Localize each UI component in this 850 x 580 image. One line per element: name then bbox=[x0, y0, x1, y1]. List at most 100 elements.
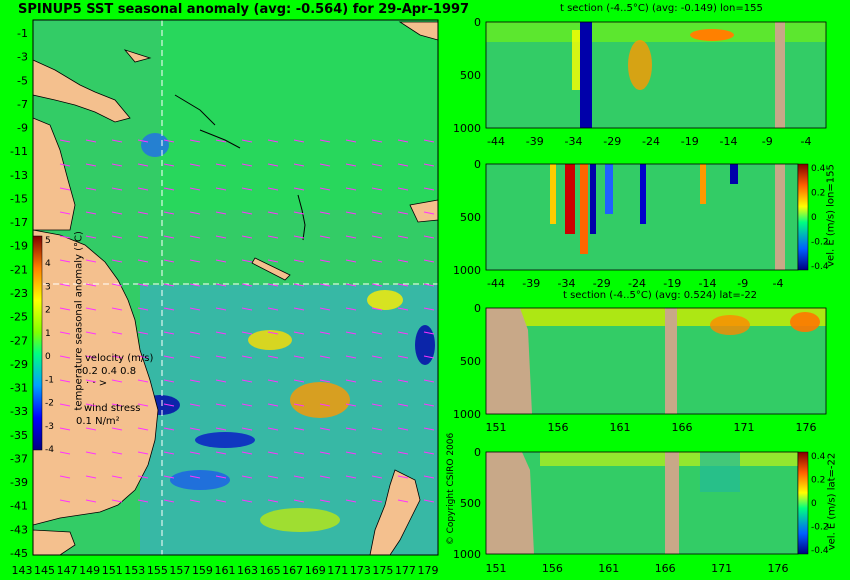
wind-arrow bbox=[137, 139, 149, 143]
lat-tick-label: -7 bbox=[17, 98, 28, 111]
wind-arrow bbox=[111, 451, 123, 455]
wind-arrow bbox=[241, 331, 253, 335]
wind-arrow bbox=[293, 139, 305, 143]
colorbar-tick-label: 1 bbox=[45, 329, 51, 339]
main-title: SPINUP5 SST seasonal anomaly (avg: -0.56… bbox=[18, 2, 470, 17]
wind-arrow bbox=[423, 187, 435, 191]
wind-arrow bbox=[163, 307, 175, 311]
cape-york-land bbox=[32, 117, 76, 231]
wind-arrow bbox=[111, 403, 123, 407]
wind-arrow bbox=[111, 139, 123, 143]
wind-arrow bbox=[137, 163, 149, 167]
wind-arrow bbox=[423, 499, 435, 503]
lat-tick-label: -41 bbox=[10, 500, 28, 513]
wind-arrow bbox=[397, 307, 409, 311]
wind-arrow bbox=[345, 259, 357, 263]
colorbar-tick-label: 5 bbox=[45, 236, 51, 246]
wind-arrow bbox=[397, 403, 409, 407]
new-guinea-land bbox=[32, 59, 131, 123]
lat-tick-label: -43 bbox=[10, 523, 28, 536]
wind-arrow bbox=[111, 331, 123, 335]
wind-arrow bbox=[189, 211, 201, 215]
longitude-axis: 143 145 147 149 151 153 155 157 159 161 163 165 167 1… bbox=[12, 564, 439, 577]
panel1-title: t section (-4..5°C) (avg: -0.149) lon=15… bbox=[560, 3, 763, 14]
wind-arrow bbox=[423, 451, 435, 455]
solomon-islands bbox=[174, 94, 241, 149]
wind-arrow bbox=[215, 403, 227, 407]
wind-arrow bbox=[423, 163, 435, 167]
wind-arrow bbox=[423, 379, 435, 383]
lat-tick-label: -45 bbox=[10, 547, 28, 560]
wind-arrow bbox=[59, 187, 71, 191]
wind-arrow bbox=[189, 187, 201, 191]
wind-arrow bbox=[137, 235, 149, 239]
wind-arrow bbox=[189, 163, 201, 167]
wind-arrow bbox=[59, 475, 71, 479]
wind-arrow bbox=[163, 235, 175, 239]
wind-arrow bbox=[345, 403, 357, 407]
wind-arrow bbox=[371, 307, 383, 311]
wind-arrow bbox=[137, 427, 149, 431]
wind-arrow bbox=[111, 499, 123, 503]
wind-arrow bbox=[241, 355, 253, 359]
wind-arrow bbox=[267, 283, 279, 287]
wind-arrow bbox=[267, 331, 279, 335]
wind-arrow bbox=[371, 499, 383, 503]
cold-anomaly-2 bbox=[195, 432, 255, 448]
wind-arrow bbox=[371, 187, 383, 191]
wind-arrow bbox=[423, 139, 435, 143]
wind-arrow bbox=[111, 355, 123, 359]
wind-arrow bbox=[397, 259, 409, 263]
lat-tick-label: -31 bbox=[10, 382, 28, 395]
lat-tick-label: -23 bbox=[10, 287, 28, 300]
wind-arrow bbox=[345, 187, 357, 191]
wind-arrow bbox=[293, 403, 305, 407]
colorbar-tick-label: -4 bbox=[45, 445, 54, 455]
wind-arrow bbox=[111, 211, 123, 215]
wind-arrow bbox=[397, 475, 409, 479]
wind-arrow bbox=[241, 259, 253, 263]
wind-arrow bbox=[345, 427, 357, 431]
wind-arrow bbox=[267, 163, 279, 167]
wind-arrow bbox=[397, 499, 409, 503]
wind-arrow bbox=[345, 451, 357, 455]
lon-tick-label: 159 bbox=[192, 564, 213, 577]
wind-arrow bbox=[137, 403, 149, 407]
wind-stress-value: 0.1 N/m² bbox=[76, 416, 120, 427]
wind-arrow bbox=[371, 427, 383, 431]
wind-arrow bbox=[241, 379, 253, 383]
wind-arrow bbox=[137, 355, 149, 359]
wind-arrow bbox=[345, 331, 357, 335]
wind-arrow bbox=[189, 235, 201, 239]
wind-arrow bbox=[241, 427, 253, 431]
wind-arrow bbox=[215, 235, 227, 239]
wind-arrow bbox=[241, 211, 253, 215]
lon-tick-label: 167 bbox=[282, 564, 303, 577]
wind-arrow bbox=[241, 187, 253, 191]
wind-arrow bbox=[345, 235, 357, 239]
wind-arrow bbox=[267, 211, 279, 215]
wind-arrow bbox=[163, 211, 175, 215]
wind-arrow bbox=[293, 283, 305, 287]
wind-arrow bbox=[345, 355, 357, 359]
wind-arrow bbox=[111, 163, 123, 167]
wind-arrow bbox=[163, 451, 175, 455]
wind-arrow bbox=[137, 259, 149, 263]
wind-arrow bbox=[189, 451, 201, 455]
wind-arrow bbox=[397, 451, 409, 455]
wind-arrow bbox=[85, 235, 97, 239]
wind-arrow bbox=[319, 235, 331, 239]
wind-arrow bbox=[345, 163, 357, 167]
wind-arrow bbox=[85, 403, 97, 407]
wind-arrow bbox=[423, 331, 435, 335]
wind-arrow bbox=[319, 451, 331, 455]
lat-tick-label: -25 bbox=[10, 311, 28, 324]
lat-tick-label: -39 bbox=[10, 476, 28, 489]
new-ireland-land bbox=[123, 49, 152, 63]
wind-arrow bbox=[111, 187, 123, 191]
lon-tick-label: 151 bbox=[102, 564, 123, 577]
wind-arrow bbox=[59, 211, 71, 215]
wind-arrow bbox=[215, 331, 227, 335]
wind-vectors bbox=[59, 139, 435, 503]
